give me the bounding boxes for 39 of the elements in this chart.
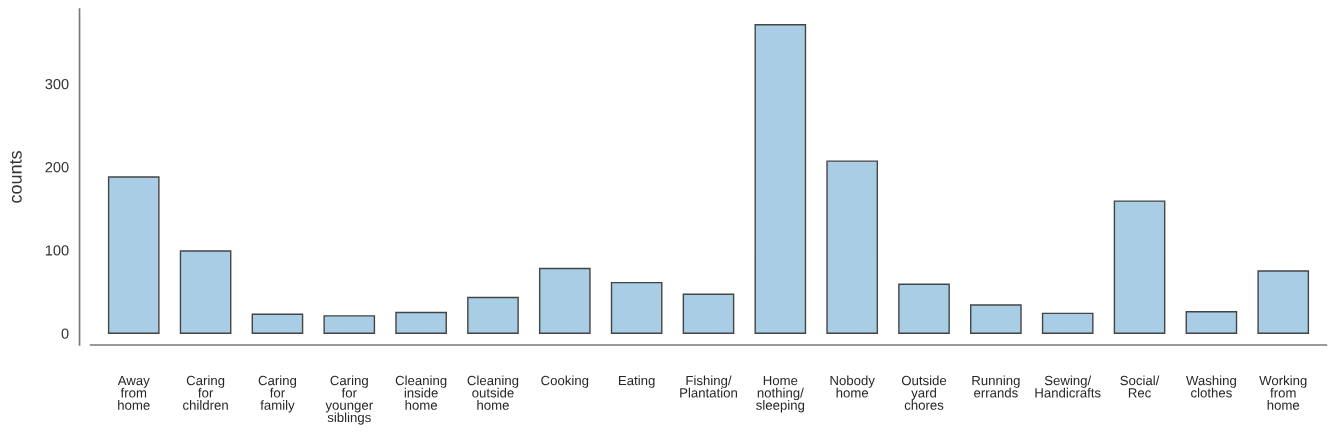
bar: [970, 304, 1022, 335]
y-tick-label: 0: [61, 328, 69, 339]
x-tick-label: Caring for family: [258, 375, 297, 413]
bar: [610, 281, 663, 335]
bar: [1257, 270, 1310, 335]
bar: [107, 176, 160, 335]
bar: [754, 24, 807, 335]
x-tick-label: Cleaning outside home: [467, 375, 519, 410]
y-tick-label: 200: [45, 162, 69, 173]
bar: [682, 293, 735, 335]
x-tick-label: Nobody home: [830, 375, 875, 398]
x-tick-label: Washing clothes: [1186, 375, 1236, 398]
x-tick-label: Away from home: [117, 376, 150, 410]
y-tick-label: 100: [45, 245, 69, 256]
x-tick-label: Caring for children: [183, 375, 228, 410]
x-tick-label: Social/ Rec: [1120, 375, 1160, 398]
bar: [538, 267, 591, 335]
x-tick-label: Fishing/ Plantation: [680, 375, 737, 398]
bar: [1185, 310, 1238, 335]
bar: [467, 296, 519, 335]
y-tick-label: 300: [45, 78, 69, 90]
x-tick-label: Running errands: [972, 375, 1020, 398]
bar: [1113, 200, 1166, 335]
x-tick-label: Working from home: [1259, 375, 1307, 410]
x-tick-label: Caring for younger siblings: [325, 375, 373, 425]
bar: [898, 283, 950, 335]
bar: [179, 250, 232, 335]
y-axis-title: counts: [9, 151, 22, 203]
bar: [323, 315, 376, 335]
bar: [395, 311, 447, 335]
x-tick-label: Sewing/ Handicrafts: [1035, 375, 1101, 398]
bar: [1041, 312, 1094, 335]
x-tick-label: Cleaning inside home: [395, 375, 447, 410]
bar: [251, 313, 304, 335]
bar: [826, 160, 879, 335]
x-tick-label: Eating: [619, 375, 655, 388]
x-tick-label: Outside yard chores: [901, 375, 947, 410]
x-tick-label: Cooking: [541, 375, 589, 388]
x-tick-label: Home nothing/ sleeping: [756, 376, 805, 413]
